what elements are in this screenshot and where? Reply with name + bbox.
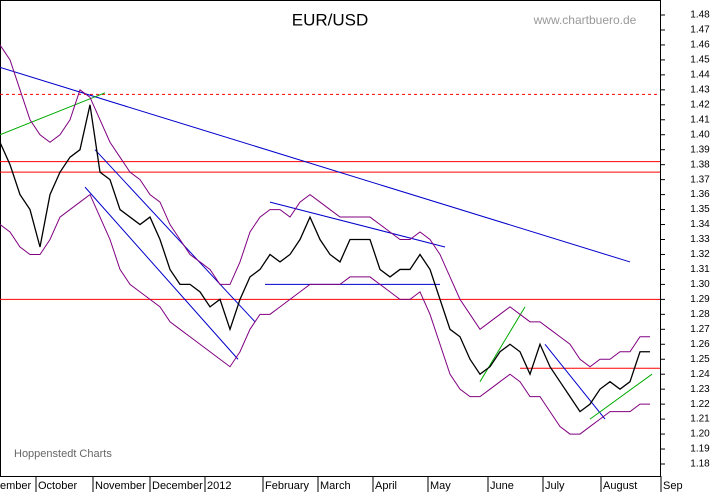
y-tick-label: 1.20 [690, 429, 710, 440]
chart-title: EUR/USD [292, 10, 369, 29]
y-tick-label: 1.45 [690, 55, 710, 66]
x-tick-label: Sep [663, 480, 683, 492]
price-line [0, 104, 650, 413]
y-tick-label: 1.31 [690, 264, 710, 275]
trend-line [0, 66, 631, 263]
y-tick-label: 1.46 [690, 40, 710, 51]
x-tick-label: February [265, 480, 310, 492]
y-tick-label: 1.25 [690, 354, 710, 365]
trend-line [589, 373, 653, 420]
y-tick-label: 1.29 [690, 294, 710, 305]
x-tick-label: November [95, 480, 146, 492]
trend-line [269, 201, 446, 248]
y-tick-label: 1.38 [690, 159, 710, 170]
y-tick-label: 1.35 [690, 204, 710, 215]
y-tick-label: 1.28 [690, 309, 710, 320]
trend-line [544, 343, 606, 420]
y-tick-label: 1.22 [690, 399, 710, 410]
y-tick-label: 1.44 [690, 70, 710, 81]
x-tick-label: April [375, 480, 397, 492]
y-tick-label: 1.47 [690, 25, 710, 36]
y-tick-label: 1.43 [690, 84, 710, 95]
y-tick-label: 1.33 [690, 234, 710, 245]
y-tick-label: 1.41 [690, 114, 710, 125]
y-tick-label: 1.23 [690, 384, 710, 395]
y-tick-label: 1.30 [690, 279, 710, 290]
source: Hoppenstedt Charts [14, 448, 112, 460]
y-tick-label: 1.36 [690, 189, 710, 200]
x-tick-label: March [320, 480, 351, 492]
trend-line [0, 92, 106, 136]
trend-line [94, 149, 256, 323]
y-tick-label: 1.48 [690, 10, 710, 21]
y-tick-label: 1.37 [690, 174, 710, 185]
y-tick-label: 1.40 [690, 129, 710, 140]
y-tick-label: 1.42 [690, 99, 710, 110]
y-tick-label: 1.39 [690, 144, 710, 155]
y-tick-label: 1.21 [690, 414, 710, 425]
x-tick-label: August [603, 480, 637, 492]
trend-line [84, 186, 239, 360]
x-tick-label: May [430, 480, 451, 492]
x-tick-label: ember [0, 480, 32, 492]
y-tick-label: 1.24 [690, 369, 710, 380]
y-tick-label: 1.18 [690, 459, 710, 470]
bollinger-band [0, 193, 650, 435]
plot-frame [0, 0, 661, 477]
x-tick-label: December [152, 480, 203, 492]
y-tick-label: 1.26 [690, 339, 710, 350]
x-tick-label: June [490, 480, 514, 492]
y-tick-label: 1.19 [690, 444, 710, 455]
y-tick-label: 1.34 [690, 219, 710, 230]
bollinger-band [0, 44, 650, 368]
watermark: www.chartbuero.de [533, 13, 637, 27]
x-tick-label: October [38, 480, 77, 492]
x-tick-label: 2012 [207, 480, 231, 492]
x-tick-label: July [545, 480, 565, 492]
y-tick-label: 1.27 [690, 324, 710, 335]
y-tick-label: 1.32 [690, 249, 710, 260]
